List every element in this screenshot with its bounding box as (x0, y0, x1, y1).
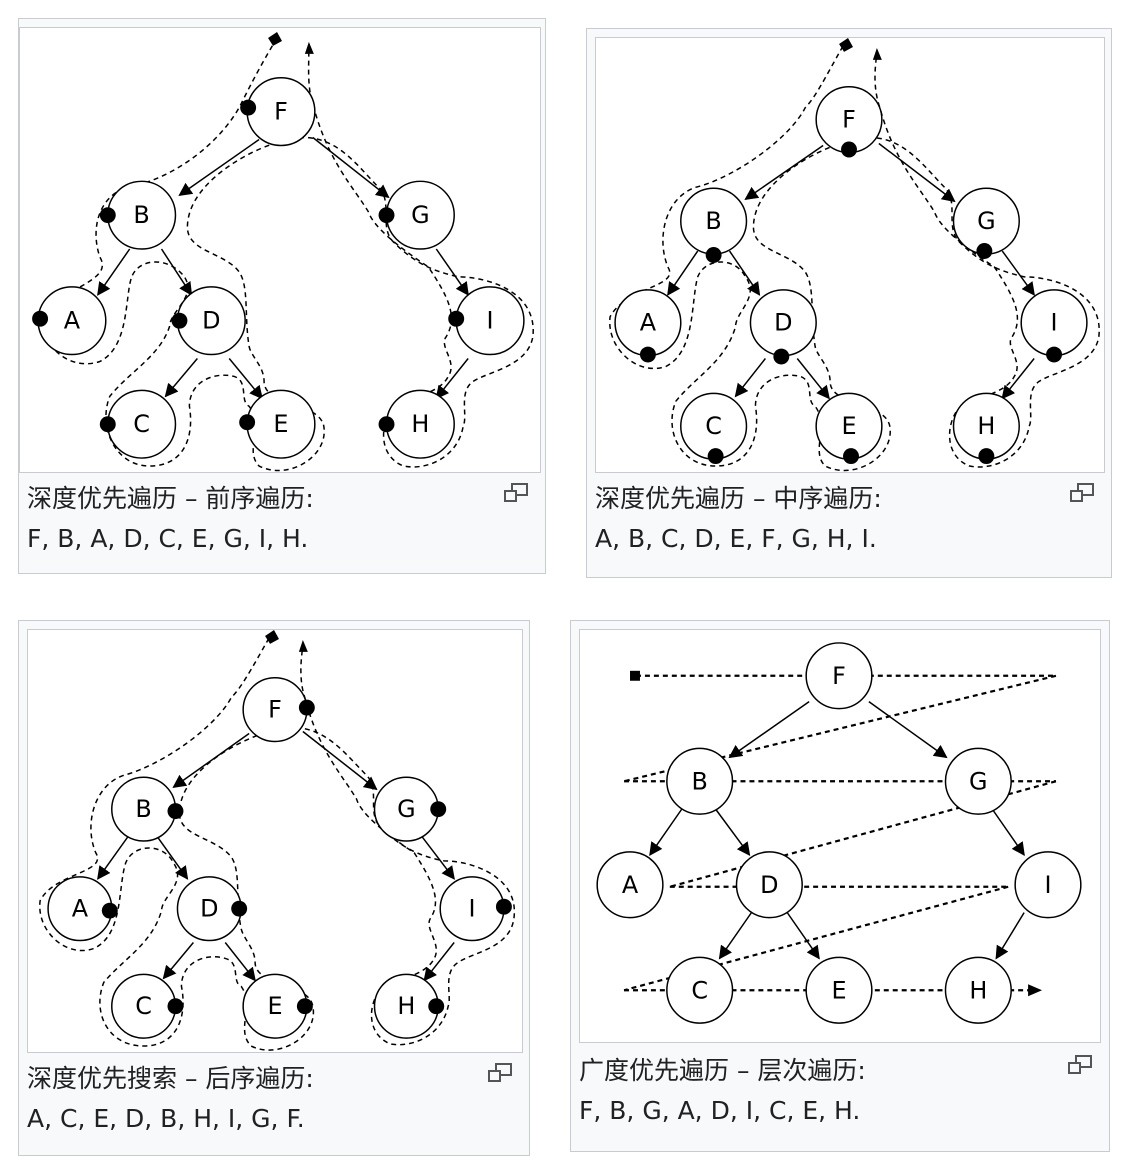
node-label: G (969, 767, 988, 795)
visit-dots (639, 141, 1063, 465)
diagram-levelorder[interactable]: F B G A D I C E H (579, 629, 1101, 1043)
node-label: A (640, 309, 657, 337)
caption-preorder: 深度优先遍历 – 前序遍历: F, B, A, D, C, E, G, I, H… (27, 479, 505, 559)
node-B (666, 747, 734, 815)
node-label: E (841, 412, 856, 440)
node-label: H (969, 976, 987, 1004)
visit-dots (32, 99, 465, 433)
magnify-icon[interactable] (503, 483, 529, 503)
node-label: F (274, 98, 288, 126)
caption-title: 深度优先搜索 – 后序遍历: (27, 1064, 314, 1093)
caption-sequence: F, B, G, A, D, I, C, E, H. (579, 1096, 861, 1125)
magnify-icon[interactable] (1069, 483, 1095, 503)
tree-nodes (47, 677, 505, 1039)
node-I (1014, 851, 1082, 919)
node-F (805, 642, 873, 710)
node-label: B (135, 795, 151, 823)
end-arrow-icon (298, 639, 308, 652)
tree-edges (97, 136, 469, 400)
tree-edges (97, 730, 455, 982)
node-D (735, 851, 803, 919)
tree-nodes (614, 86, 1088, 460)
caption-title: 广度优先遍历 – 层次遍历: (579, 1056, 866, 1085)
node-C (666, 956, 734, 1024)
node-label: H (411, 410, 429, 438)
node-label: C (133, 410, 150, 438)
caption-title: 深度优先遍历 – 前序遍历: (27, 484, 314, 513)
caption-title: 深度优先遍历 – 中序遍历: (595, 484, 882, 513)
node-label: H (977, 412, 995, 440)
diagram-preorder[interactable]: F B G A D I C E H (19, 27, 541, 473)
caption-sequence: F, B, A, D, C, E, G, I, H. (27, 524, 309, 553)
node-label: G (411, 201, 430, 229)
node-label: A (72, 895, 89, 923)
tree-edges (649, 701, 1025, 960)
node-E (805, 956, 873, 1024)
node-label: C (691, 976, 708, 1004)
node-label: E (267, 992, 282, 1020)
node-label: B (705, 207, 721, 235)
node-label: C (135, 992, 152, 1020)
tree-nodes (37, 77, 525, 459)
tree-edges (667, 142, 1035, 400)
start-marker-icon (265, 630, 279, 644)
node-label: E (831, 976, 846, 1004)
diagram-postorder[interactable]: F B G A D I C E H (27, 629, 523, 1053)
traversal-path (623, 674, 1057, 992)
node-label: G (397, 795, 416, 823)
start-marker-icon (839, 38, 853, 52)
node-label: B (133, 201, 149, 229)
end-arrow-icon (1028, 984, 1043, 997)
node-label: D (200, 895, 218, 923)
caption-sequence: A, C, E, D, B, H, I, G, F. (27, 1104, 305, 1133)
node-label: I (469, 895, 476, 923)
node-label: I (487, 307, 494, 335)
tree-nodes (596, 642, 1082, 1024)
node-label: F (832, 662, 846, 690)
node-label: G (977, 207, 996, 235)
node-label: D (202, 307, 220, 335)
end-arrow-icon (304, 41, 314, 54)
caption-postorder: 深度优先搜索 – 后序遍历: A, C, E, D, B, H, I, G, F… (27, 1059, 489, 1139)
thumbnail-postorder: F B G A D I C E H 深度优先搜索 – 后序遍历: A, C, E… (18, 620, 530, 1156)
node-label: A (64, 307, 81, 335)
thumbnail-levelorder: F B G A D I C E H 广度优先遍历 – 层次遍历: F, B, G… (570, 620, 1110, 1152)
node-label: E (273, 410, 288, 438)
diagram-inorder[interactable]: F B G A D I C E H (595, 37, 1105, 473)
magnify-icon[interactable] (1067, 1055, 1093, 1075)
node-A (596, 851, 664, 919)
caption-levelorder: 广度优先遍历 – 层次遍历: F, B, G, A, D, I, C, E, H… (579, 1051, 1069, 1131)
node-label: B (691, 767, 707, 795)
node-label: D (774, 309, 792, 337)
node-label: C (705, 412, 722, 440)
node-label: F (268, 696, 282, 724)
node-label: F (842, 106, 856, 134)
caption-sequence: A, B, C, D, E, F, G, H, I. (595, 524, 877, 553)
start-marker-icon (630, 670, 640, 681)
node-label: I (1044, 871, 1051, 899)
end-arrow-icon (872, 47, 882, 60)
node-label: I (1051, 309, 1058, 337)
visit-dots (101, 699, 512, 1015)
magnify-icon[interactable] (487, 1063, 513, 1083)
node-label: D (760, 871, 778, 899)
node-G (944, 747, 1012, 815)
node-label: H (397, 992, 415, 1020)
thumbnail-preorder: F B G A D I C E H 深度优先遍历 – 前序遍历: F, B, A… (18, 18, 546, 574)
start-marker-icon (268, 31, 282, 46)
node-label: A (622, 871, 639, 899)
node-H (944, 956, 1012, 1024)
caption-inorder: 深度优先遍历 – 中序遍历: A, B, C, D, E, F, G, H, I… (595, 479, 1071, 559)
thumbnail-inorder: F B G A D I C E H 深度优先遍历 – 中序遍历: A, B, C… (586, 28, 1112, 578)
